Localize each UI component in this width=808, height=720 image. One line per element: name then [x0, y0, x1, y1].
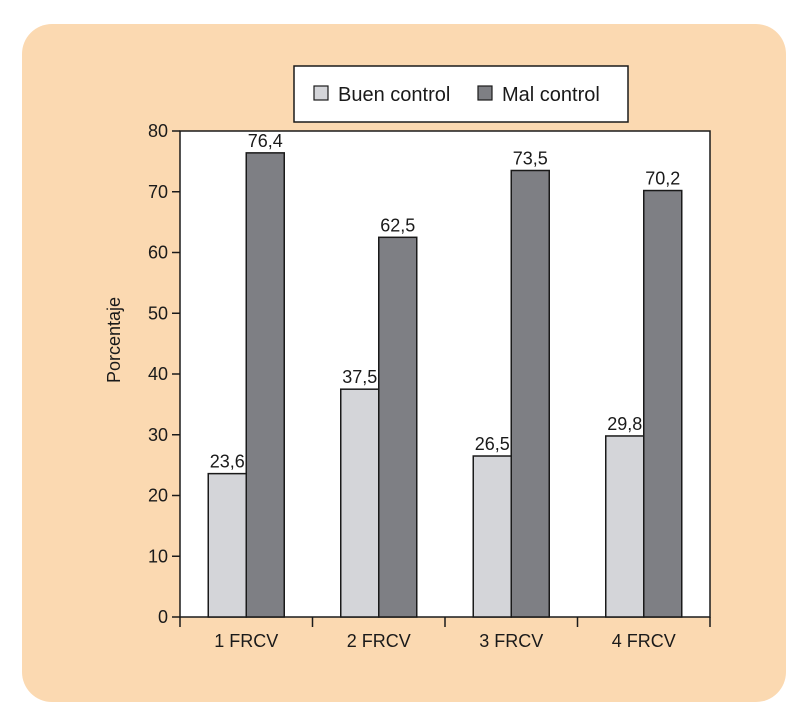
data-label: 76,4: [248, 131, 283, 151]
legend-label: Buen control: [338, 84, 450, 106]
legend: Buen control Mal control: [293, 65, 629, 123]
x-tick-label: 1 FRCV: [214, 631, 278, 651]
legend-swatch-mal-control: [477, 85, 493, 101]
x-tick-label: 2 FRCV: [347, 631, 411, 651]
y-tick-label: 20: [148, 486, 168, 506]
bar-buen-control: [340, 388, 380, 618]
bar-buen-control: [605, 435, 645, 618]
y-tick-label: 10: [148, 546, 168, 566]
legend-swatch-buen-control: [313, 85, 329, 101]
bar-mal-control: [510, 169, 550, 618]
y-tick-label: 60: [148, 243, 168, 263]
data-label: 70,2: [645, 169, 680, 189]
y-tick-label: 70: [148, 182, 168, 202]
data-label: 29,8: [607, 414, 642, 434]
y-tick-label: 80: [148, 121, 168, 141]
x-tick-label: 4 FRCV: [612, 631, 676, 651]
bar-buen-control: [472, 455, 512, 618]
data-label: 73,5: [513, 148, 548, 168]
data-label: 26,5: [475, 434, 510, 454]
bar-mal-control: [643, 189, 683, 618]
bar-mal-control: [245, 152, 285, 618]
data-label: 23,6: [210, 452, 245, 472]
data-label: 37,5: [342, 367, 377, 387]
data-label: 62,5: [380, 215, 415, 235]
legend-label: Mal control: [502, 84, 600, 106]
y-tick-label: 30: [148, 425, 168, 445]
y-tick-label: 0: [158, 607, 168, 627]
x-tick-label: 3 FRCV: [479, 631, 543, 651]
bar-buen-control: [207, 472, 247, 618]
y-tick-label: 50: [148, 303, 168, 323]
bar-mal-control: [378, 236, 418, 618]
y-tick-label: 40: [148, 364, 168, 384]
legend-box: [293, 65, 629, 123]
y-axis-title: Porcentaje: [104, 297, 124, 383]
